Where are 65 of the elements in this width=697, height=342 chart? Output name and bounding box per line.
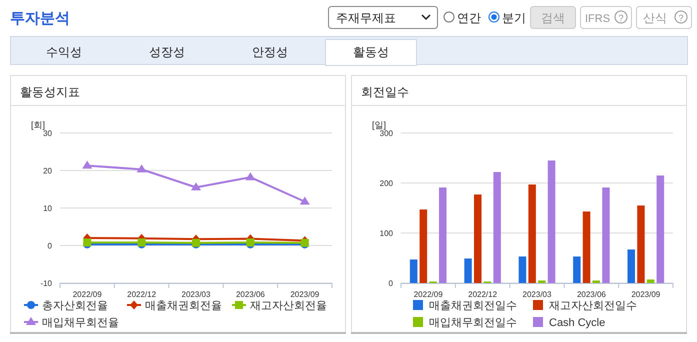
bar [637,206,645,283]
text: IFRS [585,13,610,25]
point [191,182,201,190]
x-tick-label: 2023/09 [290,290,320,299]
legend-label: 재고자산회전일수 [549,300,637,312]
text: 투자분석 [10,10,70,27]
text: 성장성 [149,45,185,59]
legend-label: Cash Cycle [549,317,606,329]
bar [420,210,428,283]
y-tick-label: -10 [40,279,53,288]
y-axis-title: [회] [31,120,46,130]
bar [518,256,526,283]
chart-title: 활동성지표 [20,85,80,99]
y-tick-label: 10 [43,204,53,213]
legend-label: 재고자산회전율 [250,300,327,312]
legend-label: 매입채무회전일수 [429,317,517,329]
y-tick-label: 100 [380,229,394,238]
x-tick-label: 2023/03 [182,290,212,299]
text: 활동성 [353,45,389,59]
x-tick-label: 2023/06 [576,290,606,299]
text: ? [678,13,684,23]
bar [474,194,482,283]
text: 안정성 [252,45,288,59]
x-tick-label: 2023/06 [236,290,266,299]
legend-label: 매입채무회전율 [42,317,119,329]
text: 주재무제표 [336,11,396,25]
bar [410,260,418,283]
y-axis-title: [일] [372,120,386,130]
text: ? [618,13,624,23]
x-tick-label: 2022/09 [72,290,102,299]
y-tick-label: 0 [48,242,53,250]
legend-label: 매출채권회전일수 [429,300,517,312]
point [82,160,92,169]
bar [646,280,654,283]
text: 산식 [643,11,667,25]
bar [493,172,501,283]
x-tick-label: 2022/12 [127,290,157,299]
x-tick-label: 2023/03 [522,290,552,299]
bar [439,188,446,283]
legend-label: 총자산회전율 [42,300,108,312]
y-tick-label: 300 [380,129,394,138]
text: 검색 [541,11,565,25]
y-tick-label: 30 [43,129,53,138]
text: 연간 [457,11,481,25]
bar [628,250,635,283]
bar [528,184,536,283]
text: 수익성 [46,45,82,59]
y-tick-label: 200 [380,179,394,188]
x-tick-label: 2022/09 [414,290,444,299]
point [136,164,147,172]
bar [464,258,472,283]
y-tick-label: 20 [43,166,53,176]
bar [582,212,590,283]
bar [573,256,581,283]
chart-title: 회전일수 [361,85,409,99]
y-tick-label: 0 [388,279,394,288]
bar [602,188,610,283]
legend-label: 매출채권회전율 [145,300,222,312]
point [245,172,256,180]
x-tick-label: 2022/12 [468,290,498,299]
x-tick-label: 2023/09 [631,290,661,299]
text: 분기 [502,11,526,25]
bar [656,176,664,283]
bar [548,160,556,283]
point [300,196,310,205]
